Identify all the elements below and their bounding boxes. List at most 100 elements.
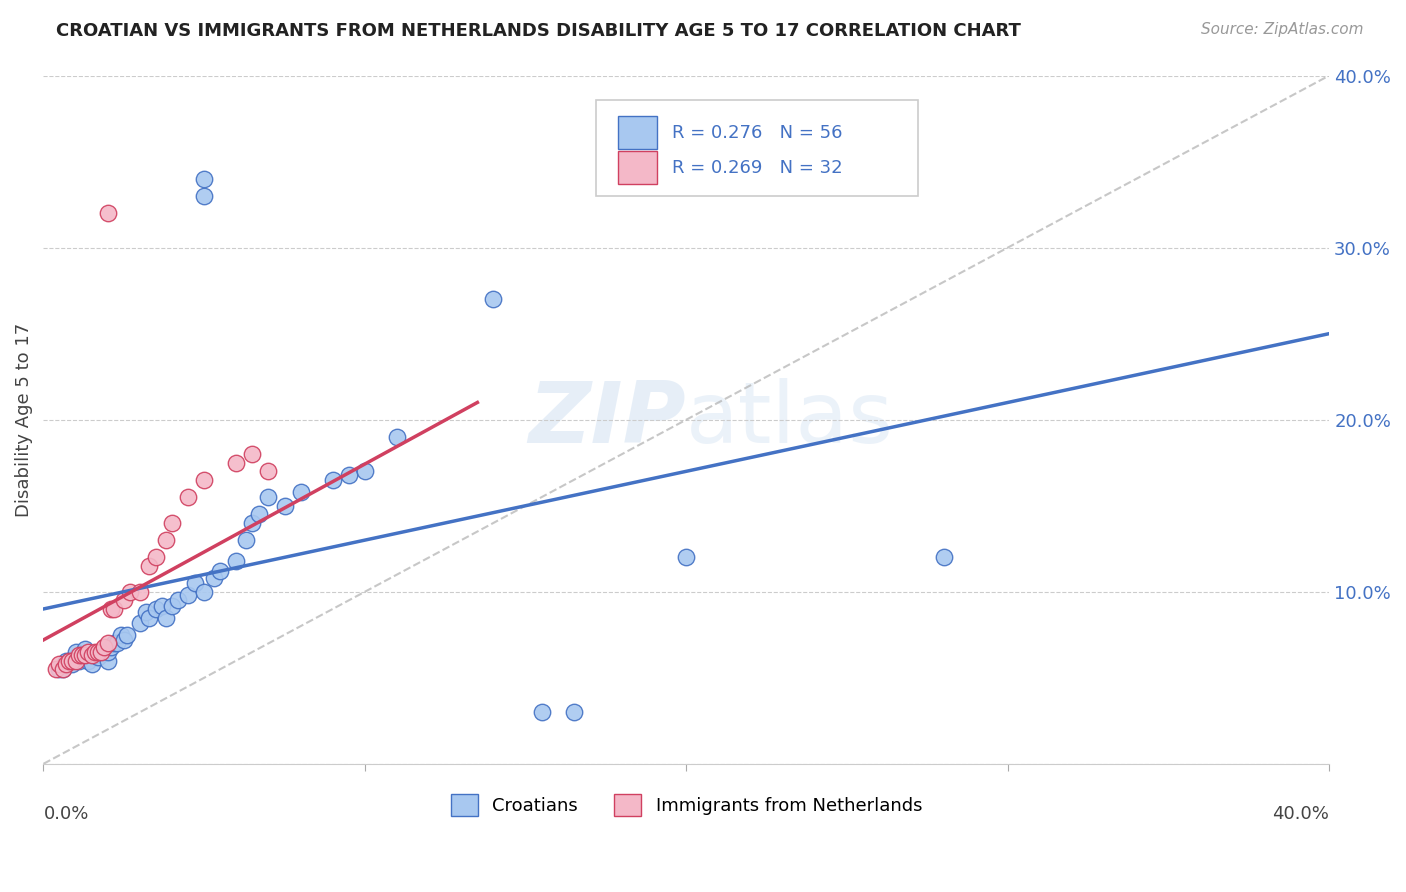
Point [80,648,103,663]
Point [932,550,955,565]
Point [193,473,215,487]
Point [100,640,122,654]
Point [70,648,93,663]
Point [150,599,173,613]
Point [97,654,120,668]
Point [75,641,97,656]
Point [193,584,215,599]
Point [183,576,205,591]
Point [138,610,160,624]
Point [135,606,157,620]
Point [75,648,97,663]
Point [45,662,67,676]
Point [87,650,110,665]
FancyBboxPatch shape [596,100,918,196]
Point [83,645,105,659]
Point [55,654,77,668]
Point [97,206,120,220]
Point [97,636,120,650]
Point [83,648,105,663]
Point [273,499,295,513]
Point [112,593,135,607]
Point [97,645,120,659]
Point [77,654,100,668]
Point [100,602,122,616]
Point [58,654,80,668]
Point [322,473,344,487]
Point [675,550,697,565]
Point [120,584,142,599]
Point [77,645,100,659]
Point [65,650,87,665]
Point [52,662,75,676]
Text: R = 0.276   N = 56: R = 0.276 N = 56 [672,124,842,142]
Point [128,584,150,599]
Point [202,571,225,585]
Point [52,662,75,676]
Point [58,654,80,668]
Point [112,632,135,647]
Point [48,657,70,671]
Y-axis label: Disability Age 5 to 17: Disability Age 5 to 17 [15,323,32,516]
Point [530,705,553,719]
Point [257,490,280,504]
Point [65,654,87,668]
Point [354,464,377,478]
Legend: Croatians, Immigrants from Netherlands: Croatians, Immigrants from Netherlands [443,787,929,823]
FancyBboxPatch shape [619,152,657,185]
Point [60,657,83,671]
Point [482,292,505,306]
Point [177,490,200,504]
Point [225,554,247,568]
Point [48,662,70,676]
FancyBboxPatch shape [619,116,657,149]
Point [65,645,87,659]
Point [70,648,93,663]
Point [67,654,90,668]
Point [103,602,125,616]
Point [193,171,215,186]
Text: Source: ZipAtlas.com: Source: ZipAtlas.com [1201,22,1364,37]
Point [93,645,115,659]
Text: R = 0.269   N = 32: R = 0.269 N = 32 [672,159,842,177]
Point [193,189,215,203]
Text: 0.0%: 0.0% [44,805,89,823]
Point [80,657,103,671]
Text: ZIP: ZIP [529,378,686,461]
Point [90,645,112,659]
Point [257,464,280,478]
Point [145,550,167,565]
Point [60,654,83,668]
Point [80,647,103,661]
Text: atlas: atlas [686,378,894,461]
Point [209,564,232,578]
Point [103,636,125,650]
Point [247,508,270,522]
Point [87,645,110,659]
Point [93,640,115,654]
Text: 40.0%: 40.0% [1272,805,1329,823]
Point [155,533,177,548]
Point [138,558,160,573]
Point [290,485,312,500]
Point [128,615,150,630]
Point [115,628,138,642]
Point [385,430,408,444]
Point [75,650,97,665]
Point [562,705,585,719]
Point [160,599,183,613]
Point [240,516,263,530]
Point [235,533,257,548]
Point [155,610,177,624]
Text: CROATIAN VS IMMIGRANTS FROM NETHERLANDS DISABILITY AGE 5 TO 17 CORRELATION CHART: CROATIAN VS IMMIGRANTS FROM NETHERLANDS … [56,22,1021,40]
Point [55,657,77,671]
Point [105,636,128,650]
Point [90,645,112,659]
Point [177,588,200,602]
Point [110,628,132,642]
Point [167,593,190,607]
Point [225,456,247,470]
Point [160,516,183,530]
Point [337,467,360,482]
Point [67,648,90,663]
